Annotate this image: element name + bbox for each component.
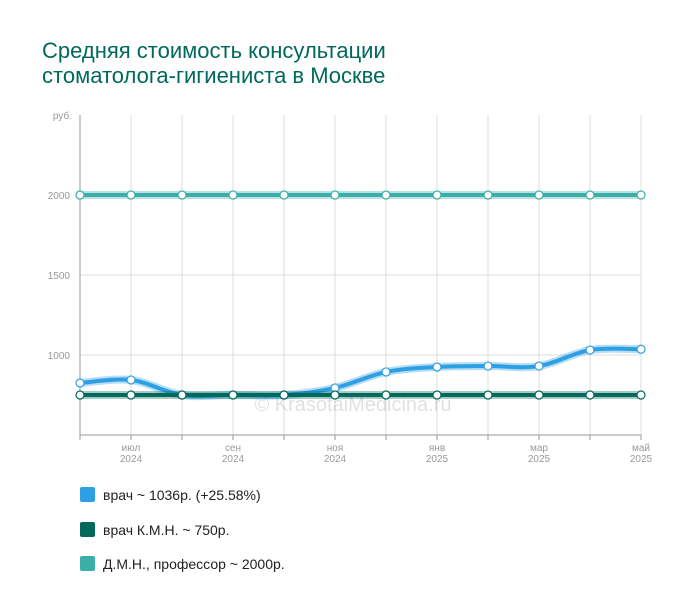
y-tick-label: 1500: [48, 271, 71, 282]
legend-label: врач ~ 1036р. (+25.58%): [103, 487, 261, 503]
chart-title: Средняя стоимость консультации стоматоло…: [42, 38, 386, 88]
data-point: [177, 190, 187, 200]
data-point: [330, 390, 340, 400]
legend-label: врач К.М.Н. ~ 750р.: [103, 521, 230, 538]
y-tick-label: 2000: [48, 191, 71, 202]
legend-item: врач К.М.Н. ~ 750р.: [80, 521, 230, 538]
data-point: [483, 190, 493, 200]
data-point: [228, 390, 238, 400]
data-point: [636, 190, 646, 200]
x-tick-label: мар 2025: [527, 443, 551, 465]
watermark: © KrasotaiMedicina.ru: [254, 394, 451, 416]
legend-item: врач ~ 1036р. (+25.58%): [80, 487, 261, 503]
x-tick-label: ноя 2024: [323, 443, 347, 465]
data-point: [228, 190, 238, 200]
legend-label: Д.М.Н., профессор ~ 2000р.: [103, 556, 285, 572]
legend-swatch: [80, 556, 95, 571]
data-point: [75, 190, 85, 200]
data-point: [432, 362, 442, 372]
data-point: [126, 375, 136, 385]
y-tick-label: 1000: [48, 351, 71, 362]
data-point: [432, 190, 442, 200]
legend-swatch: [80, 521, 95, 537]
y-unit: руб.: [53, 110, 72, 122]
data-point: [381, 367, 391, 377]
x-tick-label: янв 2025: [425, 443, 449, 465]
data-point: [75, 390, 85, 400]
x-tick-label: сен 2024: [221, 443, 245, 465]
data-point: [279, 390, 289, 400]
x-tick-label: май 2025: [629, 443, 653, 465]
data-point: [534, 190, 544, 200]
series-line: [79, 346, 642, 399]
data-point: [585, 190, 595, 200]
data-point: [75, 378, 85, 388]
data-point: [381, 190, 391, 200]
data-point: [279, 190, 289, 200]
legend-item: Д.М.Н., профессор ~ 2000р.: [80, 556, 285, 572]
x-tick-label: июл 2024: [119, 443, 143, 465]
data-point: [534, 390, 544, 400]
data-point: [330, 190, 340, 200]
data-point: [126, 190, 136, 200]
data-point: [432, 390, 442, 400]
data-point: [636, 344, 646, 354]
data-point: [177, 390, 187, 400]
legend-swatch: [80, 487, 95, 502]
data-point: [585, 390, 595, 400]
data-point: [126, 390, 136, 400]
data-point: [483, 361, 493, 371]
data-point: [585, 345, 595, 355]
data-point: [534, 361, 544, 371]
data-point: [483, 390, 493, 400]
data-point: [636, 390, 646, 400]
data-point: [381, 390, 391, 400]
